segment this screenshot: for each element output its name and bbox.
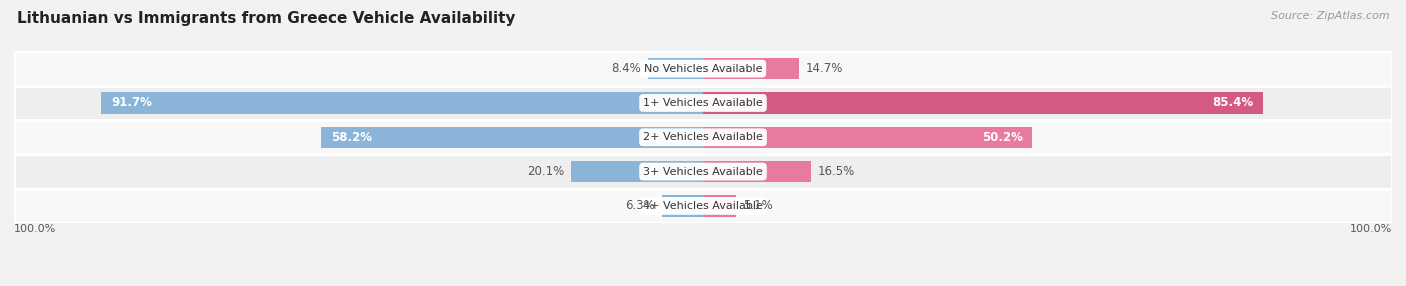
Text: Lithuanian vs Immigrants from Greece Vehicle Availability: Lithuanian vs Immigrants from Greece Veh… bbox=[17, 11, 516, 26]
Legend: Lithuanian, Immigrants from Greece: Lithuanian, Immigrants from Greece bbox=[548, 283, 858, 286]
Bar bbox=[703, 58, 800, 79]
Text: 4+ Vehicles Available: 4+ Vehicles Available bbox=[643, 201, 763, 211]
Text: 14.7%: 14.7% bbox=[806, 62, 844, 75]
Bar bbox=[14, 86, 1392, 120]
Text: 91.7%: 91.7% bbox=[111, 96, 152, 110]
Text: 100.0%: 100.0% bbox=[1350, 224, 1392, 234]
Text: 100.0%: 100.0% bbox=[14, 224, 56, 234]
Text: 20.1%: 20.1% bbox=[527, 165, 565, 178]
Text: 58.2%: 58.2% bbox=[330, 131, 373, 144]
Text: Source: ZipAtlas.com: Source: ZipAtlas.com bbox=[1271, 11, 1389, 21]
Text: 85.4%: 85.4% bbox=[1212, 96, 1254, 110]
Bar bbox=[14, 189, 1392, 223]
Text: No Vehicles Available: No Vehicles Available bbox=[644, 64, 762, 74]
Bar bbox=[662, 195, 703, 217]
Bar bbox=[14, 51, 1392, 86]
Text: 5.1%: 5.1% bbox=[742, 199, 773, 212]
Text: 16.5%: 16.5% bbox=[818, 165, 855, 178]
Bar bbox=[571, 161, 703, 182]
Bar bbox=[14, 120, 1392, 154]
Text: 3+ Vehicles Available: 3+ Vehicles Available bbox=[643, 167, 763, 176]
Text: 8.4%: 8.4% bbox=[612, 62, 641, 75]
Bar bbox=[703, 161, 811, 182]
Text: 50.2%: 50.2% bbox=[981, 131, 1022, 144]
Bar bbox=[648, 58, 703, 79]
Bar bbox=[321, 127, 703, 148]
Bar bbox=[703, 127, 1032, 148]
Bar bbox=[14, 154, 1392, 189]
Bar bbox=[703, 195, 737, 217]
Text: 6.3%: 6.3% bbox=[626, 199, 655, 212]
Bar bbox=[101, 92, 703, 114]
Text: 2+ Vehicles Available: 2+ Vehicles Available bbox=[643, 132, 763, 142]
Bar bbox=[703, 92, 1264, 114]
Text: 1+ Vehicles Available: 1+ Vehicles Available bbox=[643, 98, 763, 108]
